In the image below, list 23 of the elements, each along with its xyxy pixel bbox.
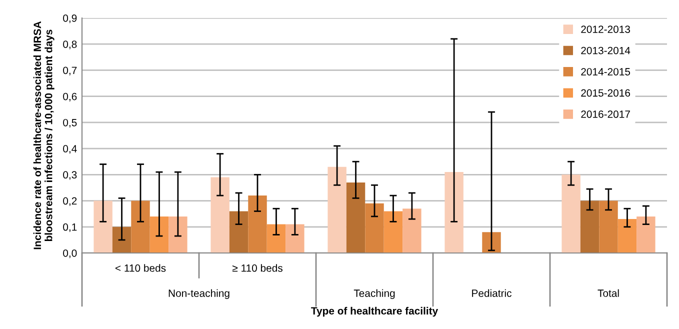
x-tick-label: ≥ 110 beds xyxy=(232,264,282,272)
legend-label: 2014-2015 xyxy=(581,68,630,76)
y-tick-label: 0,8 xyxy=(63,40,77,50)
x-tick-label: < 110 beds xyxy=(115,264,166,272)
y-axis-title: Incidence rate of healthcare-associated MRSA bloostream infections / 10,000 patient days xyxy=(33,21,54,250)
x-tick-label: Teaching xyxy=(354,289,395,299)
y-tick-label: 0,7 xyxy=(63,66,77,76)
y-tick-label: 0,1 xyxy=(63,223,77,232)
y-tick-label: 0,9 xyxy=(63,14,77,24)
x-axis-title: Type of healthcare facility xyxy=(311,306,438,317)
x-tick-label: Total xyxy=(598,289,619,297)
y-tick-label: 0,6 xyxy=(63,92,77,102)
y-tick-label: 0,0 xyxy=(63,250,77,258)
y-tick-label: 0,2 xyxy=(63,197,77,206)
y-tick-label: 0,5 xyxy=(63,118,77,128)
legend-label: 2016-2017 xyxy=(581,110,630,118)
y-tick-label: 0,3 xyxy=(63,171,77,180)
legend-label: 2013-2014 xyxy=(581,46,630,54)
legend-label: 2012-2013 xyxy=(581,26,630,33)
legend-label: 2015-2016 xyxy=(581,89,630,97)
x-tick-label: Pediatric xyxy=(472,289,512,297)
y-tick-label: 0,4 xyxy=(63,145,77,154)
text: Non-teaching xyxy=(168,289,230,299)
